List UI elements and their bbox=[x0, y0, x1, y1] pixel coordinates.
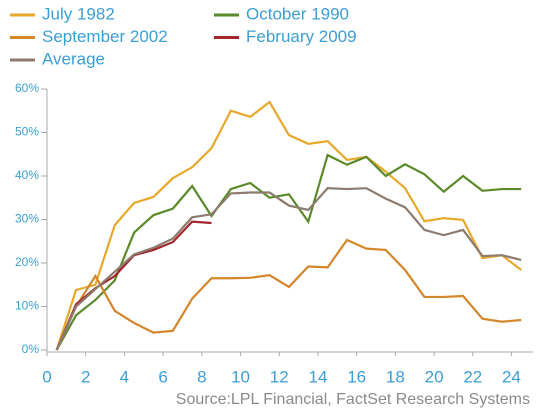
x-tick-label: 10 bbox=[231, 367, 250, 386]
legend-label: September 2002 bbox=[42, 27, 168, 46]
x-tick-label: 22 bbox=[463, 367, 482, 386]
y-tick-label: 0% bbox=[22, 342, 40, 356]
legend-label: October 1990 bbox=[246, 4, 349, 23]
y-tick-label: 20% bbox=[15, 255, 39, 269]
legend-label: July 1982 bbox=[42, 4, 115, 23]
x-tick-label: 0 bbox=[42, 367, 51, 386]
y-tick-label: 10% bbox=[15, 299, 39, 313]
y-tick-label: 50% bbox=[15, 125, 39, 139]
legend-label: February 2009 bbox=[246, 27, 357, 46]
x-tick-label: 4 bbox=[120, 367, 129, 386]
x-tick-label: 2 bbox=[81, 367, 90, 386]
y-tick-label: 60% bbox=[15, 81, 39, 95]
series-line bbox=[55, 100, 522, 351]
x-tick-label: 18 bbox=[386, 367, 405, 386]
series-line bbox=[55, 238, 522, 351]
x-tick-label: 24 bbox=[502, 367, 521, 386]
series-line bbox=[55, 187, 522, 351]
y-tick-label: 40% bbox=[15, 168, 39, 182]
x-tick-label: 14 bbox=[309, 367, 328, 386]
x-tick-label: 8 bbox=[197, 367, 206, 386]
source-note: Source:LPL Financial, FactSet Research S… bbox=[176, 391, 530, 408]
legend-label: Average bbox=[42, 49, 105, 68]
series-line bbox=[55, 153, 522, 351]
x-tick-label: 12 bbox=[270, 367, 289, 386]
series-line bbox=[55, 220, 212, 351]
x-tick-label: 6 bbox=[158, 367, 167, 386]
x-tick-label: 20 bbox=[425, 367, 444, 386]
y-tick-label: 30% bbox=[15, 212, 39, 226]
x-tick-label: 16 bbox=[347, 367, 366, 386]
